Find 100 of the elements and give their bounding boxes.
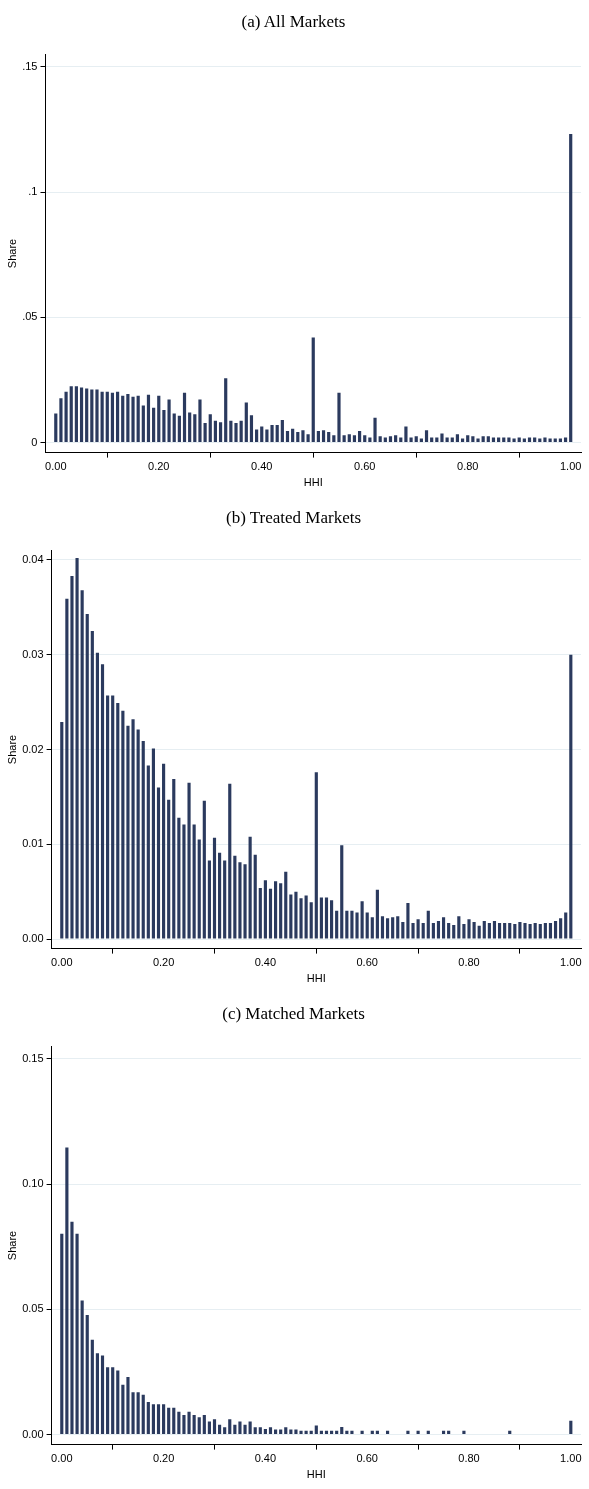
- bar: [347, 434, 351, 443]
- bar: [352, 435, 357, 443]
- bar: [447, 1430, 451, 1435]
- bar: [345, 1430, 349, 1435]
- y-tick-label: 0.02: [22, 742, 44, 755]
- x-tick-label: 1.00: [559, 460, 582, 473]
- bar: [116, 703, 120, 939]
- bar: [394, 435, 398, 443]
- x-tick-label: 0.20: [148, 460, 170, 473]
- bar: [279, 883, 283, 939]
- bar: [80, 590, 84, 939]
- bar: [309, 1430, 313, 1435]
- bar: [212, 1419, 217, 1435]
- y-tick-label: 0: [31, 435, 38, 448]
- bar: [141, 405, 145, 443]
- bar: [115, 391, 120, 443]
- bar: [263, 880, 267, 939]
- bar: [487, 923, 491, 939]
- bar: [291, 428, 295, 443]
- bar: [533, 923, 537, 939]
- bar: [452, 924, 456, 939]
- bar: [198, 399, 202, 443]
- bar: [263, 1429, 267, 1435]
- bar: [350, 1430, 354, 1435]
- bar: [136, 395, 140, 443]
- bar: [65, 598, 69, 939]
- bar: [304, 895, 308, 939]
- bar: [80, 1300, 84, 1435]
- bar: [253, 1427, 257, 1435]
- bar: [258, 887, 262, 939]
- bar: [253, 854, 257, 939]
- y-tick-label: 0.04: [22, 552, 44, 565]
- bar: [330, 1430, 334, 1435]
- x-tick-label: 0.00: [45, 460, 67, 473]
- bar: [275, 425, 279, 443]
- bar: [447, 923, 451, 939]
- bar: [416, 1430, 420, 1435]
- bar: [327, 432, 331, 443]
- x-axis-title: HHI: [303, 476, 323, 489]
- bar: [239, 420, 243, 443]
- bar: [569, 1420, 573, 1435]
- y-tick-label: 0.01: [22, 837, 44, 850]
- bar: [90, 630, 94, 939]
- bar: [90, 389, 94, 443]
- bar: [172, 778, 176, 939]
- bar: [440, 433, 444, 443]
- bar: [309, 902, 313, 939]
- bar: [424, 430, 429, 443]
- bar: [100, 391, 104, 443]
- y-tick-label: 0.00: [22, 1427, 44, 1440]
- bar: [543, 437, 547, 443]
- bar: [289, 894, 293, 939]
- x-tick-label: 0.20: [152, 1452, 175, 1465]
- y-axis-title: Share: [5, 238, 18, 269]
- bar: [311, 337, 315, 443]
- bar: [85, 1315, 89, 1435]
- bar: [360, 901, 364, 939]
- bar: [306, 434, 310, 443]
- bar: [426, 1430, 430, 1435]
- x-tick-label: 0.40: [251, 460, 273, 473]
- bar: [192, 1415, 196, 1435]
- bar: [508, 1430, 512, 1435]
- bar: [172, 1407, 176, 1435]
- bar: [65, 1147, 69, 1435]
- chart-title: (b) Treated Markets: [225, 507, 362, 527]
- bar: [258, 1427, 262, 1435]
- bar: [436, 921, 441, 939]
- bar: [455, 434, 460, 443]
- bar: [106, 695, 110, 939]
- bar: [167, 1407, 171, 1435]
- bar: [497, 923, 502, 939]
- x-tick-label: 0.20: [152, 956, 175, 969]
- bar: [569, 654, 573, 939]
- bar: [523, 923, 527, 939]
- bar: [284, 871, 288, 939]
- bar: [268, 1427, 273, 1435]
- bar: [324, 1430, 329, 1435]
- bar: [218, 422, 223, 443]
- bar: [116, 1370, 120, 1435]
- bar: [141, 1394, 145, 1435]
- bar: [228, 783, 232, 939]
- bar: [146, 765, 150, 939]
- bar: [224, 378, 228, 443]
- bar: [274, 881, 278, 939]
- y-axis-title: Share: [5, 734, 18, 765]
- bar: [167, 799, 171, 939]
- bar: [111, 1367, 115, 1435]
- bar: [218, 1424, 222, 1435]
- bar: [202, 1415, 206, 1435]
- bar: [304, 1430, 308, 1435]
- bar: [543, 923, 547, 939]
- bar: [471, 436, 475, 443]
- bar: [69, 386, 73, 443]
- bar: [188, 412, 192, 443]
- bar: [340, 845, 344, 939]
- bar: [85, 613, 89, 939]
- bar: [182, 392, 187, 443]
- bar: [156, 1404, 161, 1435]
- x-tick-label: 0.60: [354, 460, 376, 473]
- bar: [162, 763, 166, 939]
